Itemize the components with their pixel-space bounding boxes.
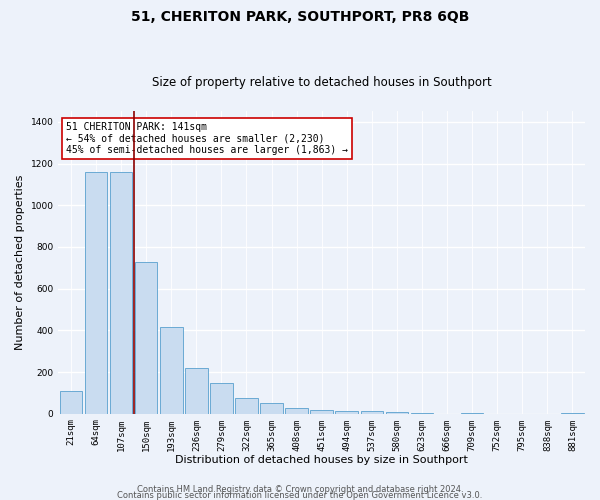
Bar: [85, 172, 107, 414]
Bar: [561, 413, 584, 414]
Bar: [411, 412, 433, 414]
Bar: [59, 391, 82, 413]
Text: Contains HM Land Registry data © Crown copyright and database right 2024.: Contains HM Land Registry data © Crown c…: [137, 484, 463, 494]
Bar: [135, 262, 157, 414]
Bar: [160, 327, 182, 414]
Bar: [110, 172, 133, 414]
Y-axis label: Number of detached properties: Number of detached properties: [15, 175, 25, 350]
Bar: [260, 404, 283, 413]
Bar: [361, 411, 383, 414]
Bar: [210, 383, 233, 414]
Title: Size of property relative to detached houses in Southport: Size of property relative to detached ho…: [152, 76, 491, 90]
Bar: [335, 410, 358, 414]
X-axis label: Distribution of detached houses by size in Southport: Distribution of detached houses by size …: [175, 455, 468, 465]
Text: 51, CHERITON PARK, SOUTHPORT, PR8 6QB: 51, CHERITON PARK, SOUTHPORT, PR8 6QB: [131, 10, 469, 24]
Text: 51 CHERITON PARK: 141sqm
← 54% of detached houses are smaller (2,230)
45% of sem: 51 CHERITON PARK: 141sqm ← 54% of detach…: [67, 122, 349, 156]
Bar: [286, 408, 308, 414]
Bar: [185, 368, 208, 414]
Bar: [386, 412, 408, 414]
Text: Contains public sector information licensed under the Open Government Licence v3: Contains public sector information licen…: [118, 490, 482, 500]
Bar: [461, 413, 484, 414]
Bar: [310, 410, 333, 414]
Bar: [235, 398, 258, 413]
